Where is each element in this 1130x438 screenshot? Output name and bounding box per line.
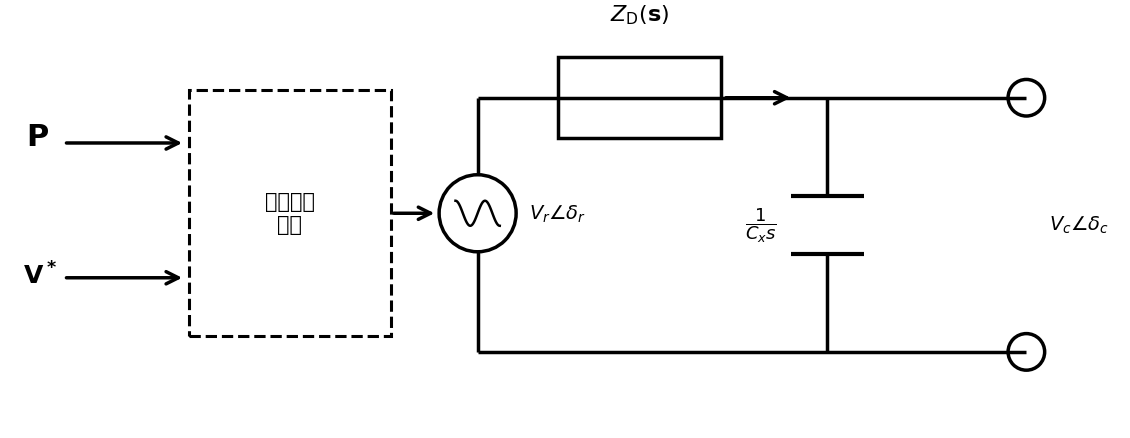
Text: $\mathbf{V^*}$: $\mathbf{V^*}$ [24,261,58,289]
Text: $V_r\angle\delta_r$: $V_r\angle\delta_r$ [529,203,585,224]
FancyBboxPatch shape [557,58,721,139]
Text: 下垂控制
模块: 下垂控制 模块 [264,192,315,235]
Text: $Z_{\mathrm{D}}(\mathbf{s})$: $Z_{\mathrm{D}}(\mathbf{s})$ [610,4,669,28]
Text: $V_c\angle\delta_c$: $V_c\angle\delta_c$ [1049,215,1109,236]
FancyBboxPatch shape [189,91,391,336]
Text: $\mathbf{P}$: $\mathbf{P}$ [26,121,49,152]
Text: $\dfrac{1}{C_x s}$: $\dfrac{1}{C_x s}$ [745,206,777,244]
